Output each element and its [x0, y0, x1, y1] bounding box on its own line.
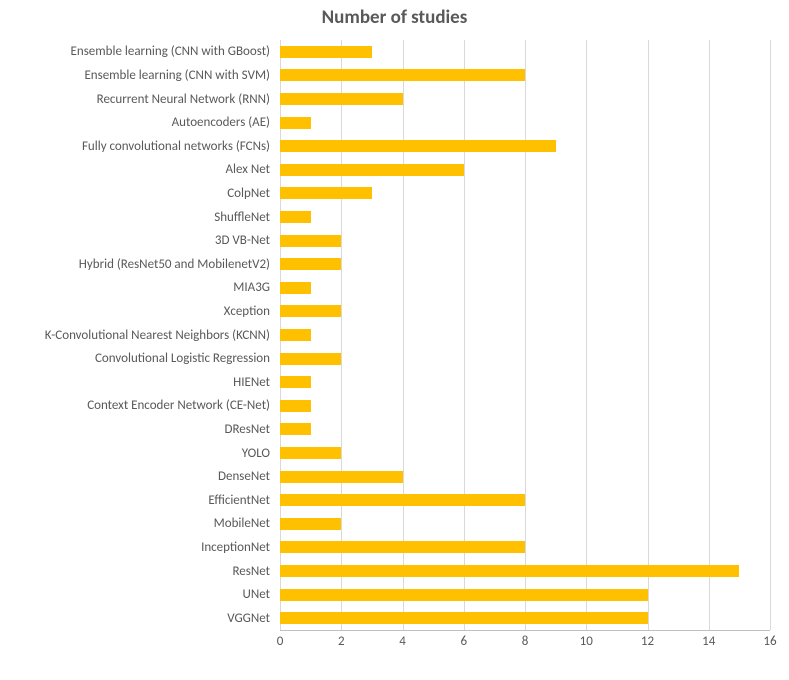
- bar: [280, 471, 403, 483]
- bar: [280, 353, 341, 365]
- bar: [280, 329, 311, 341]
- y-category-label: Context Encoder Network (CE-Net): [0, 399, 270, 412]
- y-category-label: DResNet: [0, 423, 270, 436]
- bar: [280, 518, 341, 530]
- bar: [280, 211, 311, 223]
- y-category-label: InceptionNet: [0, 541, 270, 554]
- x-tick-label: 4: [388, 634, 418, 649]
- chart-container: Number of studies 0 2 4 6 8 10 12 14 16 Ensemble …: [0, 0, 789, 680]
- bar: [280, 376, 311, 388]
- y-category-label: Xception: [0, 305, 270, 318]
- gridline: [525, 40, 526, 630]
- y-category-label: ShuffleNet: [0, 211, 270, 224]
- x-tick-label: 8: [510, 634, 540, 649]
- y-category-label: Recurrent Neural Network (RNN): [0, 93, 270, 106]
- bar: [280, 541, 525, 553]
- bar: [280, 69, 525, 81]
- gridline: [648, 40, 649, 630]
- x-tick-label: 2: [326, 634, 356, 649]
- bar: [280, 305, 341, 317]
- y-category-label: ColpNet: [0, 187, 270, 200]
- y-category-label: Hybrid (ResNet50 and MobilenetV2): [0, 258, 270, 271]
- y-category-label: MIA3G: [0, 281, 270, 294]
- y-category-label: ResNet: [0, 565, 270, 578]
- y-category-label: EfficientNet: [0, 494, 270, 507]
- bar: [280, 423, 311, 435]
- bar: [280, 235, 341, 247]
- bar: [280, 447, 341, 459]
- y-category-label: VGGNet: [0, 612, 270, 625]
- y-category-label: Ensemble learning (CNN with SVM): [0, 69, 270, 82]
- bar: [280, 612, 648, 624]
- y-category-label: Ensemble learning (CNN with GBoost): [0, 45, 270, 58]
- y-category-label: 3D VB-Net: [0, 234, 270, 247]
- bar: [280, 164, 464, 176]
- y-category-label: Alex Net: [0, 163, 270, 176]
- x-tick-label: 12: [633, 634, 663, 649]
- y-category-label: UNet: [0, 588, 270, 601]
- y-category-label: HIENet: [0, 376, 270, 389]
- y-category-label: Convolutional Logistic Regression: [0, 352, 270, 365]
- bar: [280, 187, 372, 199]
- gridline: [586, 40, 587, 630]
- bar: [280, 282, 311, 294]
- bar: [280, 494, 525, 506]
- bar: [280, 93, 403, 105]
- y-category-label: K-Convolutional Nearest Neighbors (KCNN): [0, 329, 270, 342]
- bar: [280, 46, 372, 58]
- y-category-label: YOLO: [0, 447, 270, 460]
- bar: [280, 565, 739, 577]
- bar: [280, 140, 556, 152]
- x-tick-label: 10: [571, 634, 601, 649]
- bar: [280, 117, 311, 129]
- x-tick-label: 6: [449, 634, 479, 649]
- y-category-label: Fully convolutional networks (FCNs): [0, 140, 270, 153]
- x-tick-label: 0: [265, 634, 295, 649]
- x-tick-label: 16: [755, 634, 785, 649]
- y-category-label: DenseNet: [0, 470, 270, 483]
- y-category-label: Autoencoders (AE): [0, 116, 270, 129]
- gridline: [770, 40, 771, 630]
- bar: [280, 589, 648, 601]
- bar: [280, 400, 311, 412]
- gridline: [709, 40, 710, 630]
- chart-title: Number of studies: [0, 6, 789, 29]
- x-tick-label: 14: [694, 634, 724, 649]
- bar: [280, 258, 341, 270]
- y-category-label: MobileNet: [0, 517, 270, 530]
